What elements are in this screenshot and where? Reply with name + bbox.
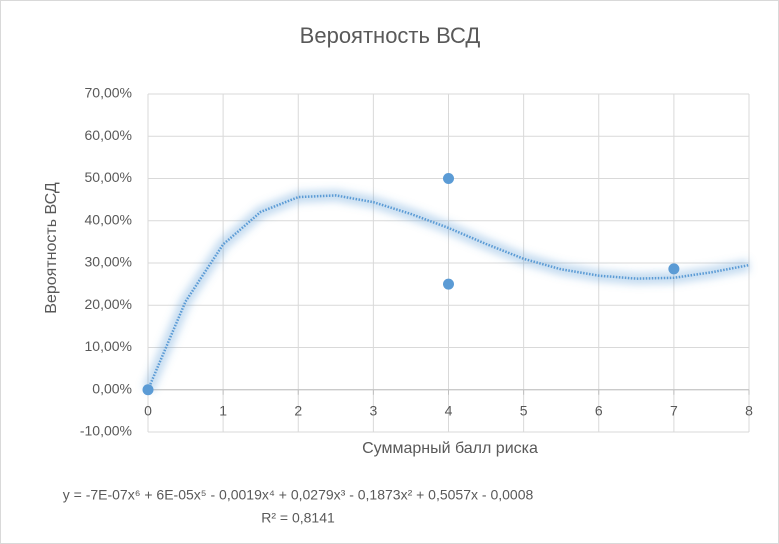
- x-axis-label: Суммарный балл риска: [362, 440, 538, 457]
- y-tick-label: -10,00%: [80, 423, 132, 439]
- y-axis-label: Вероятность ВСД: [43, 182, 60, 314]
- data-point: [668, 263, 680, 275]
- x-tick-label: 4: [445, 402, 453, 418]
- x-tick-label: 7: [670, 402, 678, 418]
- data-point: [443, 278, 454, 290]
- data-point: [142, 384, 154, 396]
- data-point: [443, 173, 454, 184]
- y-tick-label: 40,00%: [85, 211, 132, 227]
- y-tick-label: 60,00%: [85, 127, 132, 143]
- y-tick-label: 50,00%: [85, 169, 132, 185]
- trendline-equation: y = -7E-07x⁶ + 6E-05x⁵ - 0,0019x⁴ + 0,02…: [63, 487, 534, 503]
- x-tick-label: 6: [595, 402, 603, 418]
- y-tick-label: 70,00%: [85, 85, 132, 101]
- x-tick-label: 5: [520, 402, 528, 418]
- chart-title: Вероятность ВСД: [300, 23, 481, 48]
- x-tick-label: 0: [144, 402, 152, 418]
- x-tick-label: 2: [294, 402, 302, 418]
- trendline: [146, 194, 750, 391]
- y-tick-label: 30,00%: [85, 254, 132, 270]
- y-tick-label: 20,00%: [85, 296, 132, 312]
- x-tick-label: 1: [219, 402, 227, 418]
- x-tick-label: 8: [745, 402, 753, 418]
- y-tick-label: 10,00%: [85, 338, 132, 354]
- y-tick-label: 0,00%: [92, 380, 132, 396]
- r-squared: R² = 0,8141: [261, 510, 335, 526]
- x-tick-label: 3: [369, 402, 377, 418]
